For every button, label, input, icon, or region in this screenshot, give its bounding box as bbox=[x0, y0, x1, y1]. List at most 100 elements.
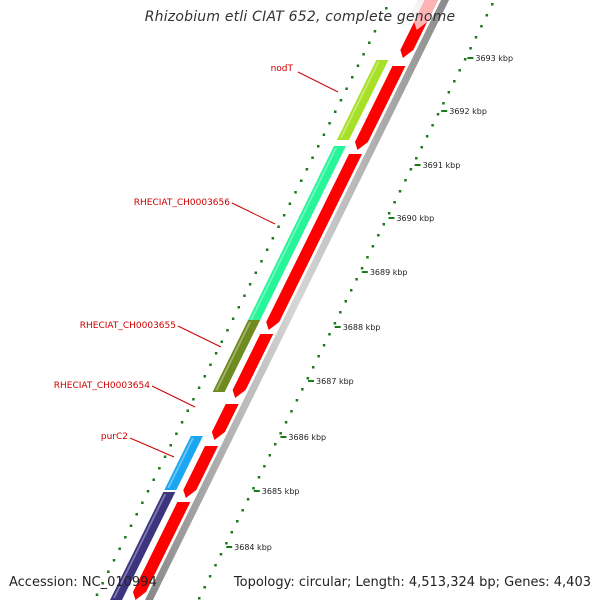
scale-dot bbox=[349, 289, 353, 292]
label-leader-nodT bbox=[297, 71, 339, 93]
scale-dot bbox=[219, 553, 223, 556]
feature-dot bbox=[152, 478, 155, 481]
feature-dot bbox=[95, 593, 99, 596]
feature-dot bbox=[305, 168, 309, 171]
feature-dot bbox=[351, 76, 354, 79]
scale-dot bbox=[198, 597, 201, 600]
scale-dot bbox=[360, 267, 364, 270]
scale-dot bbox=[306, 377, 310, 380]
feature-dot bbox=[265, 248, 269, 251]
scale-dot bbox=[284, 421, 288, 424]
cds-arrow-top[interactable] bbox=[414, 0, 438, 30]
feature-dot bbox=[339, 99, 343, 102]
scale-dot bbox=[333, 322, 337, 325]
cds-arrow-6[interactable] bbox=[183, 446, 218, 498]
feature-dot bbox=[379, 18, 382, 21]
gene-features-middle-strand bbox=[132, 0, 438, 600]
scale-dot bbox=[322, 344, 326, 347]
gene-purC2[interactable] bbox=[164, 436, 203, 490]
scale-dot bbox=[425, 135, 429, 138]
feature-dot bbox=[333, 110, 337, 113]
feature-dot bbox=[362, 53, 365, 56]
cds-arrow-4[interactable] bbox=[232, 334, 274, 398]
scale-dot bbox=[252, 487, 255, 490]
scale-dot bbox=[268, 454, 272, 457]
scale-tick-label: 3685 kbp bbox=[262, 487, 300, 496]
scale-dot bbox=[404, 179, 407, 182]
scale-dot bbox=[366, 256, 369, 259]
scale-tick-label: 3691 kbp bbox=[423, 161, 461, 170]
scale-dot bbox=[290, 410, 293, 413]
feature-dot bbox=[385, 7, 388, 10]
page-title: Rhizobium etli CIAT 652, complete genome bbox=[144, 9, 456, 25]
scale-dot bbox=[393, 201, 396, 204]
scale-dot bbox=[273, 443, 277, 446]
feature-dot bbox=[124, 536, 127, 539]
scale-dot bbox=[420, 146, 423, 149]
scale-dots-track bbox=[198, 3, 494, 600]
cds-arrow-7[interactable] bbox=[132, 502, 191, 600]
scale-dot bbox=[431, 124, 434, 127]
scale-dot bbox=[355, 278, 358, 281]
feature-dot bbox=[107, 570, 110, 573]
gene-RHECIAT_CH0003655[interactable] bbox=[212, 320, 261, 392]
label-leader-RHECIAT_CH0003654 bbox=[151, 385, 196, 408]
feature-dot bbox=[146, 490, 150, 493]
feature-dot bbox=[294, 191, 297, 194]
scale-dot bbox=[225, 542, 228, 545]
gene-label-RHECIAT_CH0003654: RHECIAT_CH0003654 bbox=[54, 381, 151, 391]
feature-dot bbox=[254, 271, 258, 274]
scale-dot bbox=[311, 366, 315, 369]
genome-backbone bbox=[145, 0, 449, 600]
feature-dot bbox=[368, 41, 371, 44]
feature-dots-track bbox=[95, 7, 388, 596]
gene-features-top-strand bbox=[110, 0, 430, 600]
gene-unlabeled[interactable] bbox=[110, 492, 176, 600]
gene-RHECIAT_CH0003655-highlight bbox=[215, 322, 252, 390]
scale-dot bbox=[382, 223, 386, 226]
scale-dot bbox=[491, 3, 494, 6]
feature-dot bbox=[129, 524, 133, 527]
label-leader-purC2 bbox=[129, 437, 175, 458]
cds-arrow-2[interactable] bbox=[354, 66, 406, 150]
scale-tick-label: 3686 kbp bbox=[288, 433, 326, 442]
cds-arrow-3[interactable] bbox=[266, 154, 363, 330]
scale-dot bbox=[463, 58, 467, 61]
feature-dot bbox=[163, 455, 167, 458]
label-leader-RHECIAT_CH0003656 bbox=[231, 202, 276, 225]
gene-RHECIAT_CH0003656-highlight bbox=[250, 148, 337, 320]
scale-tick-label: 3684 kbp bbox=[234, 543, 272, 552]
scale-tick-label: 3688 kbp bbox=[343, 323, 381, 332]
scale-dot bbox=[469, 47, 472, 50]
scale-dot bbox=[241, 509, 244, 512]
feature-dot bbox=[175, 432, 178, 435]
feature-dot bbox=[169, 444, 172, 447]
feature-dot bbox=[209, 363, 212, 366]
scale-dot bbox=[458, 69, 461, 72]
scale-tick-labels: 3693 kbp 3692 kbp 3691 kbp 3690 kbp 3689 kbp… bbox=[226, 54, 513, 552]
scale-dot bbox=[214, 564, 217, 567]
scale-dot bbox=[235, 520, 239, 523]
feature-dot bbox=[282, 214, 286, 217]
feature-dot bbox=[118, 547, 121, 550]
gene-nodT[interactable] bbox=[336, 60, 389, 140]
feature-dot bbox=[203, 375, 207, 378]
feature-dot bbox=[328, 122, 331, 125]
scale-dot bbox=[371, 245, 375, 248]
scale-tick-label: 3687 kbp bbox=[316, 377, 354, 386]
gene-RHECIAT_CH0003656[interactable] bbox=[247, 146, 346, 322]
feature-dot bbox=[158, 467, 161, 470]
feature-dot bbox=[112, 559, 116, 562]
scale-dot bbox=[409, 168, 413, 171]
scale-dot bbox=[339, 311, 342, 314]
feature-dot bbox=[316, 145, 320, 148]
feature-dot bbox=[248, 283, 252, 286]
scale-dot bbox=[442, 102, 445, 105]
feature-dot bbox=[271, 237, 275, 240]
accession-text: Accession: NC_010994 bbox=[9, 575, 157, 590]
feature-dot bbox=[101, 582, 104, 585]
feature-dot bbox=[192, 398, 195, 401]
cds-arrow-5[interactable] bbox=[211, 404, 239, 440]
feature-dot bbox=[260, 260, 263, 263]
label-leader-RHECIAT_CH0003655 bbox=[177, 325, 222, 348]
